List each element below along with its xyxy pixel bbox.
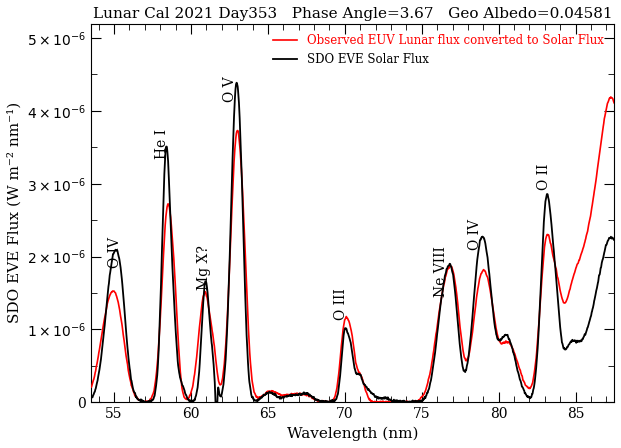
Text: O IV: O IV xyxy=(108,237,122,268)
Text: He I: He I xyxy=(155,129,170,159)
Text: Mg X?: Mg X? xyxy=(197,245,211,290)
Text: O IV: O IV xyxy=(468,219,482,250)
Text: O III: O III xyxy=(334,288,348,320)
Title: Lunar Cal 2021 Day353   Phase Angle=3.67   Geo Albedo=0.04581: Lunar Cal 2021 Day353 Phase Angle=3.67 G… xyxy=(93,7,612,21)
Text: Ne VIII: Ne VIII xyxy=(434,246,448,297)
X-axis label: Wavelength (nm): Wavelength (nm) xyxy=(287,426,419,441)
Legend: Observed EUV Lunar flux converted to Solar Flux, SDO EVE Solar Flux: Observed EUV Lunar flux converted to Sol… xyxy=(269,30,608,71)
Text: O V: O V xyxy=(223,76,237,102)
Y-axis label: SDO EVE Flux (W m⁻² nm⁻¹): SDO EVE Flux (W m⁻² nm⁻¹) xyxy=(7,102,21,323)
Text: O II: O II xyxy=(537,163,551,190)
